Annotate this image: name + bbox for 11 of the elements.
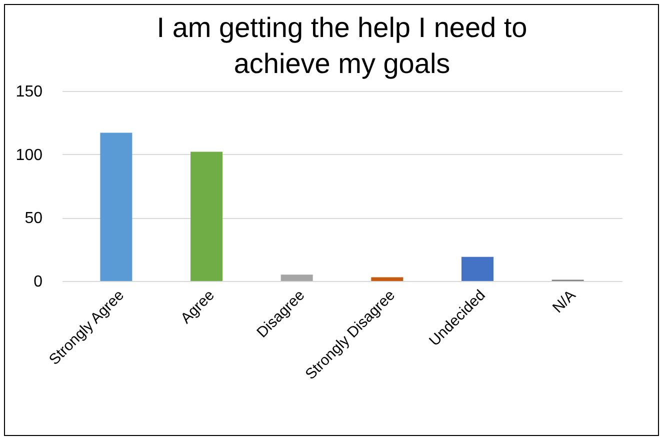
bar <box>461 256 494 281</box>
bar <box>100 132 132 281</box>
y-tick-label: 100 <box>16 146 43 164</box>
x-tick-label: N/A <box>549 286 580 316</box>
bar <box>280 274 313 281</box>
bar <box>190 152 223 281</box>
bar <box>371 277 404 281</box>
chart-title: I am getting the help I need to achieve my goals <box>156 12 528 79</box>
y-tick-label: 0 <box>34 274 43 290</box>
y-tick-label: 150 <box>16 84 43 100</box>
y-tick-label: 50 <box>24 210 43 228</box>
